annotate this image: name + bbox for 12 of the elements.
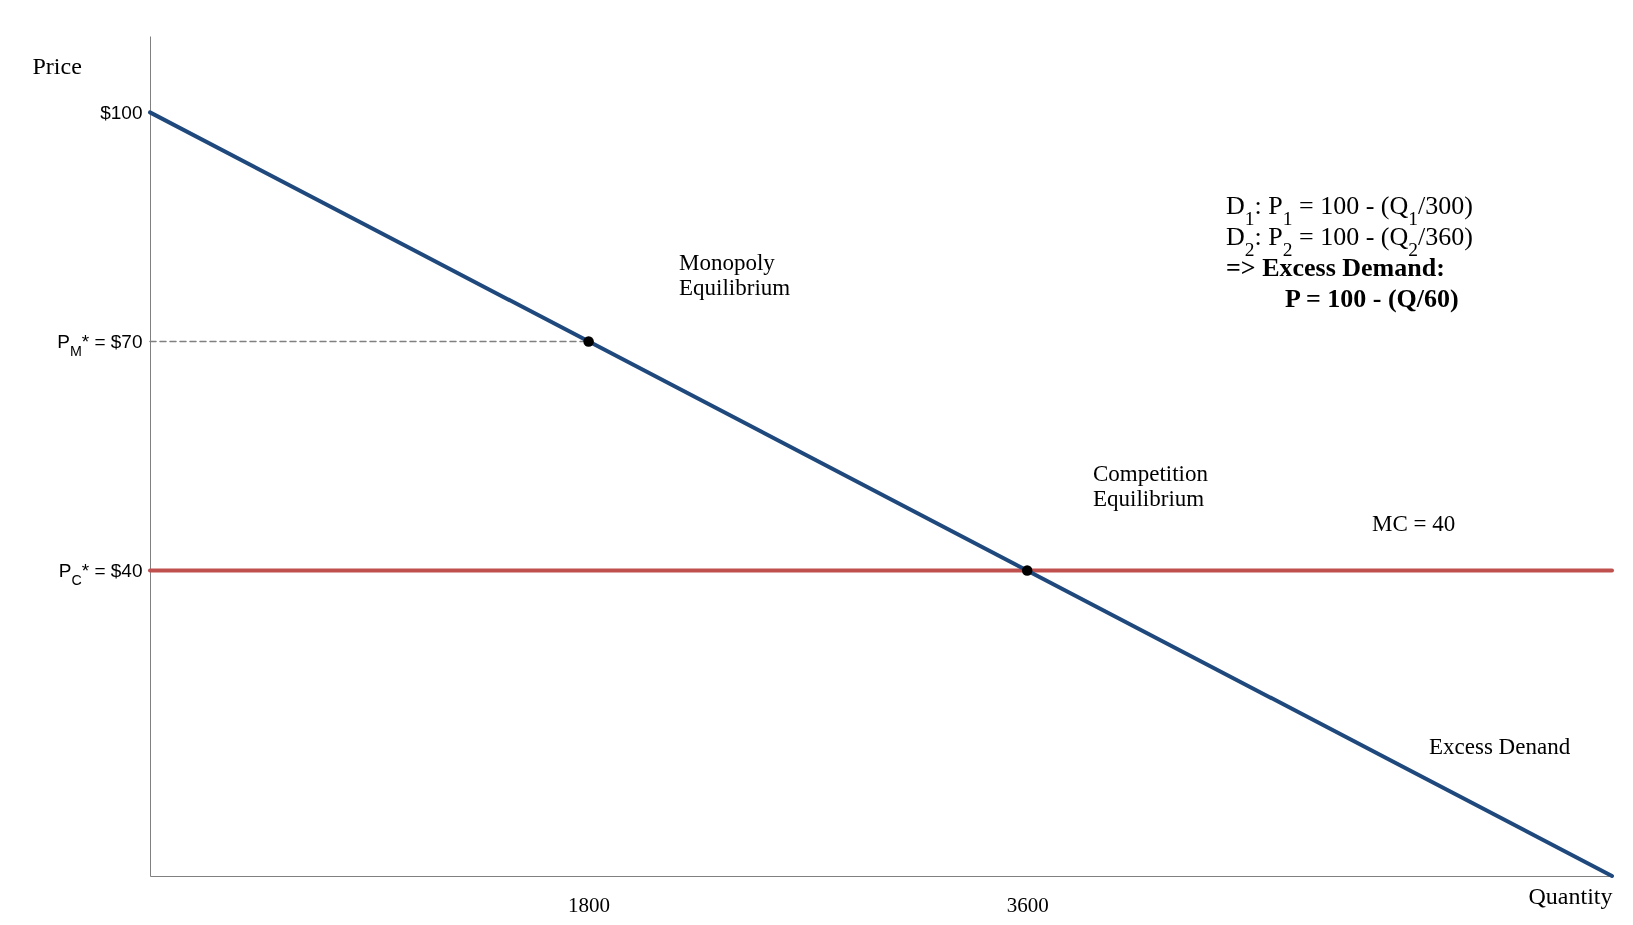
y-tick-label: P$_{M}$* = $70	[57, 330, 143, 359]
x-tick-label: 3600	[1006, 892, 1049, 917]
annotation: Monopoly Equilibrium	[679, 250, 791, 300]
annotation: Excess Denand	[1429, 734, 1571, 759]
annotation: Competition Equilibrium	[1093, 461, 1209, 511]
y-tick-label: P$_{C}$* = $40	[58, 560, 143, 589]
annotation: P = 100 - (Q/60)	[1285, 284, 1459, 313]
x-tick-label: 1800	[568, 892, 611, 917]
annotation: MC = 40	[1372, 511, 1456, 536]
x-axis-title: Quantity	[1528, 882, 1613, 909]
y-axis-title: Price	[32, 52, 82, 79]
y-tick-label: $100	[100, 101, 143, 123]
